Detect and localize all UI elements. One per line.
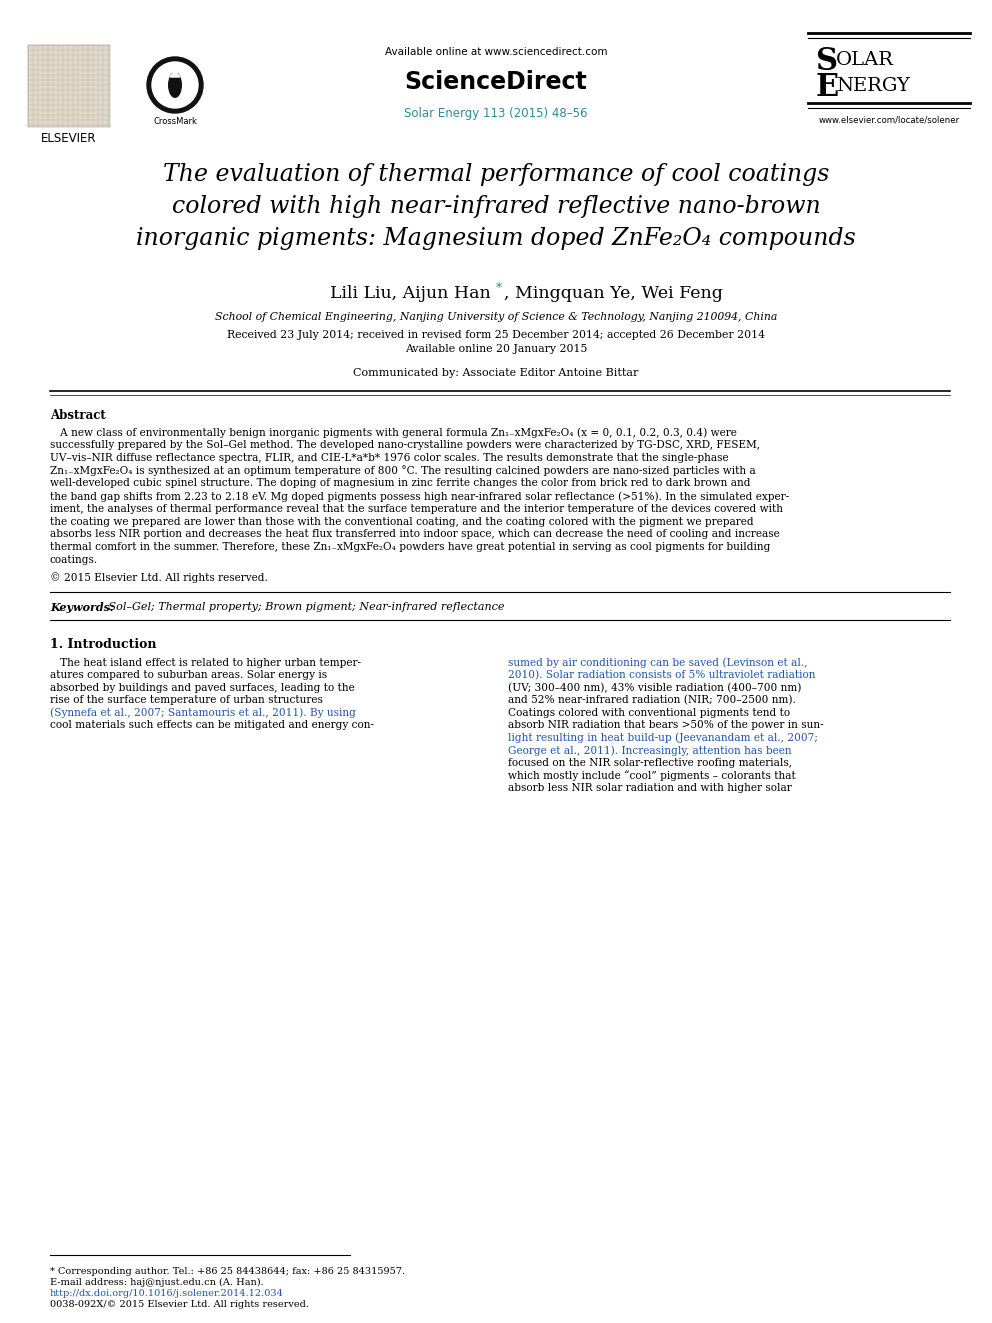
Text: School of Chemical Engineering, Nanjing University of Science & Technology, Nanj: School of Chemical Engineering, Nanjing … xyxy=(215,312,777,321)
Text: E: E xyxy=(816,73,839,103)
Text: , Mingquan Ye, Wei Feng: , Mingquan Ye, Wei Feng xyxy=(504,284,723,302)
Text: Available online at www.sciencedirect.com: Available online at www.sciencedirect.co… xyxy=(385,48,607,57)
Text: the band gap shifts from 2.23 to 2.18 eV. Mg doped pigments possess high near-in: the band gap shifts from 2.23 to 2.18 eV… xyxy=(50,491,789,501)
Text: light resulting in heat build-up (Jeevanandam et al., 2007;: light resulting in heat build-up (Jeevan… xyxy=(508,733,817,744)
Text: George et al., 2011). Increasingly, attention has been: George et al., 2011). Increasingly, atte… xyxy=(508,745,792,755)
Bar xyxy=(28,45,110,127)
Text: well-developed cubic spinel structure. The doping of magnesium in zinc ferrite c: well-developed cubic spinel structure. T… xyxy=(50,478,751,488)
Text: Keywords:: Keywords: xyxy=(50,602,114,613)
Text: ELSEVIER: ELSEVIER xyxy=(42,132,97,146)
Circle shape xyxy=(152,62,198,108)
Text: (UV; 300–400 nm), 43% visible radiation (400–700 nm): (UV; 300–400 nm), 43% visible radiation … xyxy=(508,683,802,693)
Text: colored with high near-infrared reflective nano-brown: colored with high near-infrared reflecti… xyxy=(172,196,820,218)
Text: sumed by air conditioning can be saved (Levinson et al.,: sumed by air conditioning can be saved (… xyxy=(508,658,807,668)
Text: *: * xyxy=(496,283,502,295)
Text: Received 23 July 2014; received in revised form 25 December 2014; accepted 26 De: Received 23 July 2014; received in revis… xyxy=(227,329,765,340)
Text: E-mail address: haj@njust.edu.cn (A. Han).: E-mail address: haj@njust.edu.cn (A. Han… xyxy=(50,1278,264,1287)
Text: rise of the surface temperature of urban structures: rise of the surface temperature of urban… xyxy=(50,696,322,705)
Text: S: S xyxy=(816,46,838,78)
Text: Lili Liu, Aijun Han: Lili Liu, Aijun Han xyxy=(329,284,496,302)
Text: iment, the analyses of thermal performance reveal that the surface temperature a: iment, the analyses of thermal performan… xyxy=(50,504,783,513)
Text: Abstract: Abstract xyxy=(50,409,106,422)
Text: which mostly include “cool” pigments – colorants that: which mostly include “cool” pigments – c… xyxy=(508,770,796,781)
Text: and 52% near-infrared radiation (NIR; 700–2500 nm).: and 52% near-infrared radiation (NIR; 70… xyxy=(508,696,796,705)
Text: Solar Energy 113 (2015) 48–56: Solar Energy 113 (2015) 48–56 xyxy=(405,106,587,119)
Text: coatings.: coatings. xyxy=(50,556,98,565)
Text: www.elsevier.com/locate/solener: www.elsevier.com/locate/solener xyxy=(818,115,959,124)
Text: 1. Introduction: 1. Introduction xyxy=(50,638,157,651)
Text: CrossMark: CrossMark xyxy=(153,116,197,126)
Text: © 2015 Elsevier Ltd. All rights reserved.: © 2015 Elsevier Ltd. All rights reserved… xyxy=(50,572,268,582)
Text: Communicated by: Associate Editor Antoine Bittar: Communicated by: Associate Editor Antoin… xyxy=(353,368,639,378)
Text: 0038-092X/© 2015 Elsevier Ltd. All rights reserved.: 0038-092X/© 2015 Elsevier Ltd. All right… xyxy=(50,1301,309,1308)
Text: OLAR: OLAR xyxy=(836,52,894,69)
Circle shape xyxy=(147,57,203,112)
Text: inorganic pigments: Magnesium doped ZnFe₂O₄ compounds: inorganic pigments: Magnesium doped ZnFe… xyxy=(136,228,856,250)
Text: The heat island effect is related to higher urban temper-: The heat island effect is related to hig… xyxy=(50,658,361,668)
Text: cool materials such effects can be mitigated and energy con-: cool materials such effects can be mitig… xyxy=(50,720,374,730)
Text: UV–vis–NIR diffuse reflectance spectra, FLIR, and CIE-L*a*b* 1976 color scales. : UV–vis–NIR diffuse reflectance spectra, … xyxy=(50,452,729,463)
Text: * Corresponding author. Tel.: +86 25 84438644; fax: +86 25 84315957.: * Corresponding author. Tel.: +86 25 844… xyxy=(50,1267,405,1275)
Text: the coating we prepared are lower than those with the conventional coating, and : the coating we prepared are lower than t… xyxy=(50,516,754,527)
Text: http://dx.doi.org/10.1016/j.solener.2014.12.034: http://dx.doi.org/10.1016/j.solener.2014… xyxy=(50,1289,284,1298)
Text: (Synnefa et al., 2007; Santamouris et al., 2011). By using: (Synnefa et al., 2007; Santamouris et al… xyxy=(50,708,356,718)
Text: absorb less NIR solar radiation and with higher solar: absorb less NIR solar radiation and with… xyxy=(508,783,792,792)
Text: The evaluation of thermal performance of cool coatings: The evaluation of thermal performance of… xyxy=(163,164,829,187)
Text: absorbed by buildings and paved surfaces, leading to the: absorbed by buildings and paved surfaces… xyxy=(50,683,355,693)
Text: NERGY: NERGY xyxy=(836,77,910,95)
Text: successfully prepared by the Sol–Gel method. The developed nano-crystalline powd: successfully prepared by the Sol–Gel met… xyxy=(50,439,760,450)
Text: absorbs less NIR portion and decreases the heat flux transferred into indoor spa: absorbs less NIR portion and decreases t… xyxy=(50,529,780,540)
Text: atures compared to suburban areas. Solar energy is: atures compared to suburban areas. Solar… xyxy=(50,671,327,680)
Text: focused on the NIR solar-reflective roofing materials,: focused on the NIR solar-reflective roof… xyxy=(508,758,792,767)
Text: Sol–Gel; Thermal property; Brown pigment; Near-infrared reflectance: Sol–Gel; Thermal property; Brown pigment… xyxy=(105,602,505,611)
Text: A new class of environmentally benign inorganic pigments with general formula Zn: A new class of environmentally benign in… xyxy=(50,427,737,438)
Text: Available online 20 January 2015: Available online 20 January 2015 xyxy=(405,344,587,355)
Text: 2010). Solar radiation consists of 5% ultraviolet radiation: 2010). Solar radiation consists of 5% ul… xyxy=(508,671,815,680)
Text: ScienceDirect: ScienceDirect xyxy=(405,70,587,94)
Text: Coatings colored with conventional pigments tend to: Coatings colored with conventional pigme… xyxy=(508,708,790,718)
Ellipse shape xyxy=(168,71,182,98)
Text: Zn₁₋xMgxFe₂O₄ is synthesized at an optimum temperature of 800 °C. The resulting : Zn₁₋xMgxFe₂O₄ is synthesized at an optim… xyxy=(50,466,756,476)
Text: absorb NIR radiation that bears >50% of the power in sun-: absorb NIR radiation that bears >50% of … xyxy=(508,720,823,730)
Polygon shape xyxy=(170,71,180,77)
Text: thermal comfort in the summer. Therefore, these Zn₁₋xMgxFe₂O₄ powders have great: thermal comfort in the summer. Therefore… xyxy=(50,542,771,552)
